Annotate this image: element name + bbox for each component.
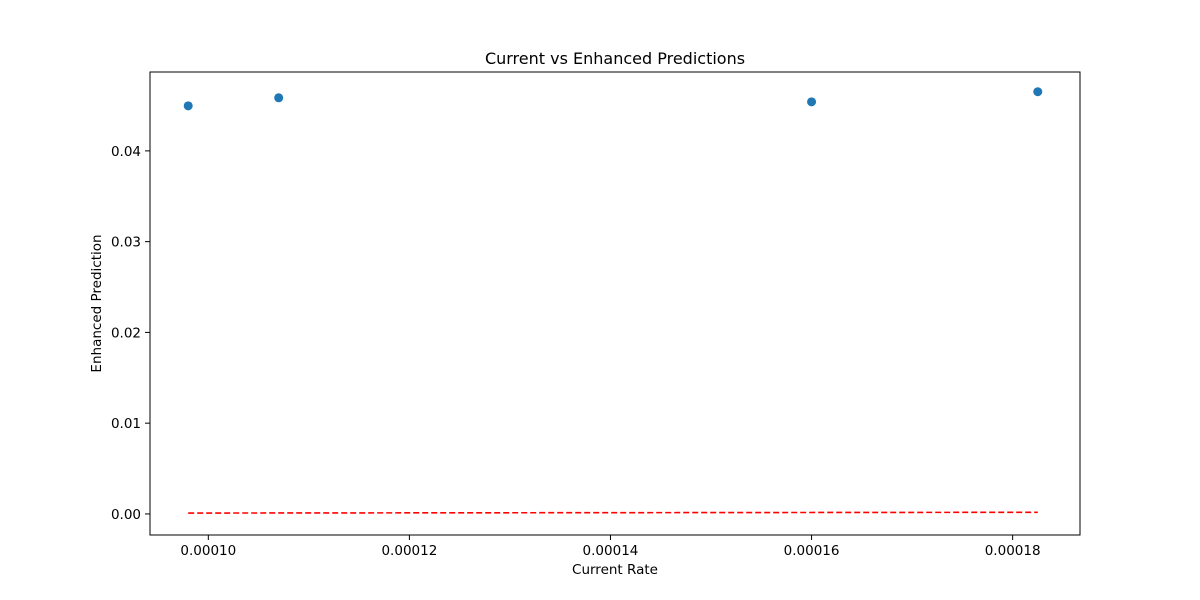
x-tick-label: 0.00014: [583, 543, 639, 559]
scatter-point: [1033, 87, 1043, 97]
chart-title: Current vs Enhanced Predictions: [485, 49, 745, 68]
y-axis-label: Enhanced Prediction: [89, 234, 105, 372]
scatter-point: [183, 101, 193, 111]
x-tick-label: 0.00012: [381, 543, 437, 559]
reference-line: [188, 511, 1038, 514]
y-tick-label: 0.00: [111, 507, 141, 523]
y-tick-label: 0.04: [111, 144, 141, 160]
x-axis-ticks: 0.00010 0.00012 0.00014 0.00016 0.00018: [180, 535, 1041, 559]
plot-area-frame: [149, 71, 1081, 536]
y-tick-label: 0.03: [111, 235, 141, 251]
x-tick-label: 0.00016: [784, 543, 840, 559]
x-axis-label: Current Rate: [572, 562, 658, 578]
scatter-point: [274, 93, 284, 103]
x-tick-label: 0.00010: [180, 543, 236, 559]
x-tick-label: 0.00018: [985, 543, 1041, 559]
scatter-point: [807, 97, 817, 107]
series-layer: [183, 87, 1043, 514]
y-tick-label: 0.01: [111, 416, 141, 432]
y-axis-ticks: 0.00 0.01 0.02 0.03 0.04: [111, 144, 150, 523]
y-tick-label: 0.02: [111, 325, 141, 341]
